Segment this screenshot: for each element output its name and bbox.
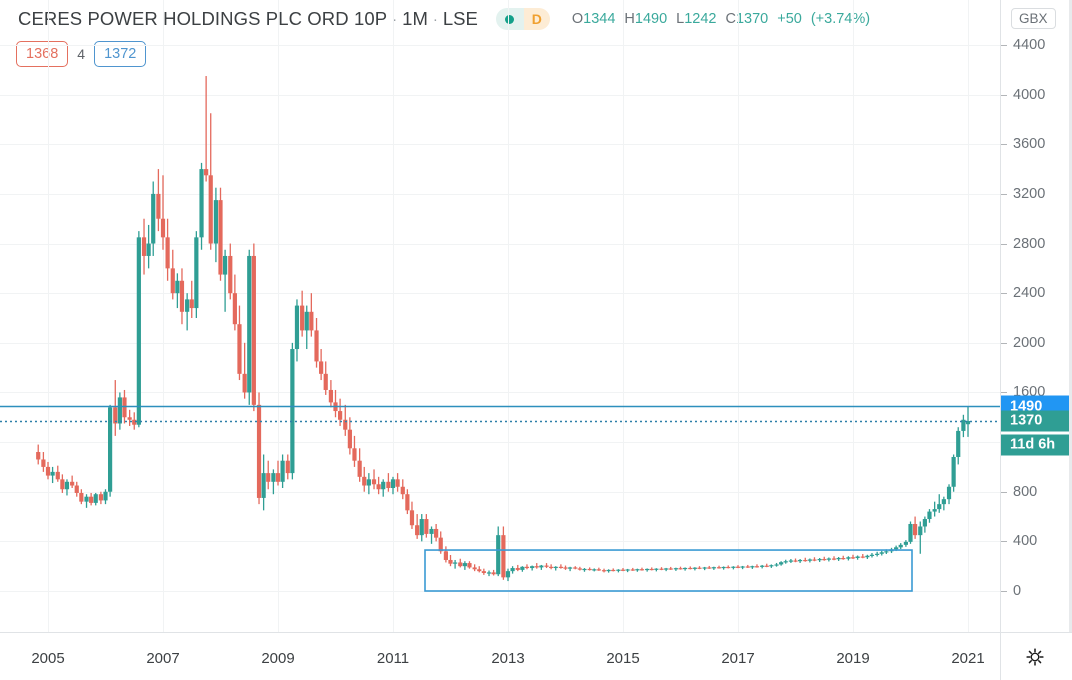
price-tick: 0 [1013,583,1022,599]
exchange-label[interactable]: LSE [442,8,478,29]
time-tick: 2017 [721,650,755,667]
quote-size-label: 4 [77,46,86,62]
ohlc-close-value: 1370 [735,11,769,27]
price-tick-mark [1001,343,1007,344]
price-tick-mark [1001,194,1007,195]
ohlc-low-label: L [676,11,685,27]
ohlc-open: O1344 [572,11,616,27]
delayed-data-badge: D [523,8,550,30]
time-tick: 2007 [146,650,180,667]
bar-countdown-badge: 11d 6h [1001,434,1072,456]
time-tick: 2019 [836,650,870,667]
ohlc-high-label: H [624,11,635,27]
market-open-dot [505,14,515,24]
market-status-dot-wrap [495,8,524,30]
price-tick-mark [1001,392,1007,393]
gear-icon[interactable] [1022,644,1048,670]
ohlc-high-value: 1490 [634,11,668,27]
price-tick-mark [1001,293,1007,294]
ohlc-close: C1370 [725,11,768,27]
price-tick-mark [1001,144,1007,145]
price-tick: 3600 [1013,136,1046,153]
interval-label[interactable]: 1M [402,8,428,29]
ohlc-open-value: 1344 [583,11,616,27]
price-badge-last[interactable]: 1370 [1001,410,1072,432]
price-tick-mark [1001,492,1007,493]
gear-icon-svg [1026,648,1044,666]
price-tick-mark [1001,591,1007,592]
time-tick: 2015 [606,650,640,667]
price-tick: 2000 [1013,334,1046,351]
price-tick: 2400 [1013,285,1046,302]
time-tick: 2009 [261,650,295,667]
chart-pane[interactable] [0,0,1000,632]
price-axis[interactable]: GBX 440040003600320028002400200016001200… [1000,0,1072,632]
ohlc-change: +50 [777,11,802,27]
price-tick: 800 [1013,483,1038,500]
ohlc-close-label: C [725,11,736,27]
ohlc-low-value: 1242 [684,11,717,27]
bid-price-box[interactable]: 1368 [16,41,69,67]
time-tick: 2005 [31,650,65,667]
vertical-scrollbar[interactable] [1069,0,1072,632]
ohlc-high: H1490 [624,11,667,27]
axis-divider [1000,633,1001,680]
quote-row: 1368 4 1372 [16,41,147,67]
title-separator-2: · [432,10,438,28]
ask-price-box[interactable]: 1372 [94,41,147,67]
market-status-pill[interactable]: D [495,8,550,30]
time-tick: 2011 [376,650,410,667]
price-tick: 4400 [1013,37,1046,53]
chart-header: CERES POWER HOLDINGS PLC ORD 10P · 1M · … [0,0,1000,38]
symbol-title[interactable]: CERES POWER HOLDINGS PLC ORD 10P [18,8,388,29]
time-axis[interactable]: 2005 2007 2009 2011 2013 2015 2017 2019 2021 [0,632,1072,680]
ohlc-values: O1344 H1490 L1242 C1370 +50 (+3.74%) [572,11,870,27]
price-tick: 2800 [1013,235,1046,252]
price-tick-mark [1001,541,1007,542]
price-tick-mark [1001,45,1007,46]
time-tick: 2013 [491,650,525,667]
title-separator-1: · [392,10,398,28]
ohlc-low: L1242 [676,11,716,27]
price-tick: 400 [1013,533,1038,550]
price-tick-mark [1001,95,1007,96]
ohlc-open-label: O [571,11,584,27]
chart-drawings[interactable] [0,0,1000,632]
candlestick-series [36,76,971,582]
time-tick: 2021 [951,650,985,667]
price-tick: 4000 [1013,86,1046,103]
ohlc-change-percent: (+3.74%) [810,11,871,27]
price-tick-mark [1001,244,1007,245]
currency-unit-badge: GBX [1011,8,1056,29]
price-tick: 3200 [1013,185,1046,202]
